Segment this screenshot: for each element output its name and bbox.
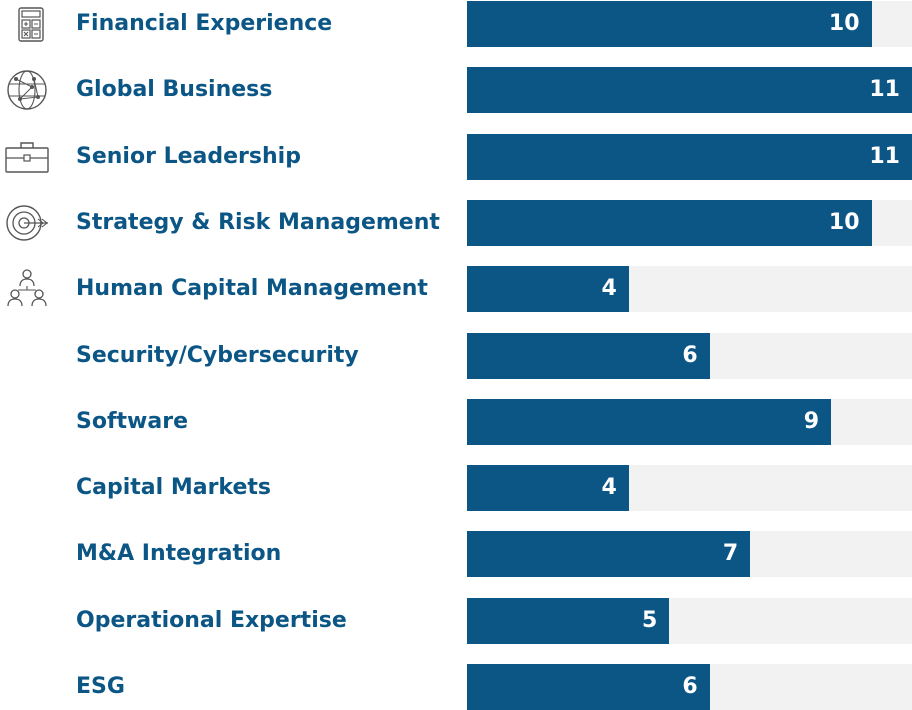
chart-row: Senior Leadership 11: [0, 133, 912, 180]
bar-value-label: 11: [869, 143, 900, 169]
calculator-icon: [0, 1, 54, 47]
category-label: Human Capital Management: [76, 276, 428, 302]
bar: 10: [467, 1, 872, 47]
category-label: Global Business: [76, 77, 273, 103]
bar-value-label: 10: [828, 209, 860, 235]
category-label: Capital Markets: [76, 475, 272, 501]
bar-track: 9: [467, 398, 912, 445]
bar-value-label: 6: [682, 674, 698, 699]
category-label: Security/Cybersecurity: [76, 342, 359, 368]
bar-track: 5: [467, 597, 912, 644]
chart-row: Financial Experience 10: [0, 1, 912, 47]
bar: 10: [467, 199, 872, 246]
chart-row: ESG 6: [0, 664, 912, 710]
bar: 11: [467, 67, 912, 114]
bar: 6: [467, 332, 710, 379]
bar-value-label: 9: [803, 408, 820, 434]
bar-track: 4: [467, 465, 912, 512]
bar: 4: [467, 465, 629, 512]
category-label: Financial Experience: [76, 11, 333, 36]
bar-value-label: 4: [601, 475, 617, 501]
category-label: Software: [76, 408, 188, 434]
bar-value-label: 5: [641, 607, 658, 633]
bar-track: 6: [467, 664, 912, 710]
bar-track: 11: [467, 133, 912, 180]
bar: 5: [467, 597, 670, 644]
bar-track: 11: [467, 67, 912, 114]
briefcase-icon: [0, 134, 54, 180]
category-label: M&A Integration: [76, 541, 282, 567]
chart-row: Human Capital Management 4: [0, 266, 912, 313]
chart-row: M&A Integration 7: [0, 531, 912, 578]
chart-row: Security/Cybersecurity 6: [0, 332, 912, 379]
bar: 7: [467, 531, 751, 578]
category-label: ESG: [76, 674, 125, 699]
bar-track: 7: [467, 531, 912, 578]
bar-track: 10: [467, 1, 912, 47]
bar: 11: [467, 133, 912, 180]
category-label: Operational Expertise: [76, 607, 347, 633]
chart-row: Operational Expertise 5: [0, 597, 912, 644]
bar: 4: [467, 266, 629, 313]
chart-row: Global Business 11: [0, 67, 912, 114]
bar-track: 10: [467, 199, 912, 246]
people-hierarchy-icon: [0, 266, 54, 312]
bar-value-label: 7: [722, 541, 739, 567]
category-label: Strategy & Risk Management: [76, 209, 440, 235]
bar-value-label: 10: [828, 11, 860, 36]
bar: 9: [467, 398, 832, 445]
bar: 6: [467, 664, 710, 710]
globe-network-icon: [0, 67, 54, 113]
bar-track: 6: [467, 332, 912, 379]
bar-value-label: 11: [869, 77, 900, 103]
bar-track: 4: [467, 266, 912, 313]
chart-row: Capital Markets 4: [0, 465, 912, 512]
chart-row: Software 9: [0, 398, 912, 445]
bar-value-label: 6: [682, 342, 698, 368]
chart-row: Strategy & Risk Management 10: [0, 199, 912, 246]
target-icon: [0, 200, 54, 246]
bar-value-label: 4: [601, 276, 617, 302]
category-label: Senior Leadership: [76, 143, 301, 169]
